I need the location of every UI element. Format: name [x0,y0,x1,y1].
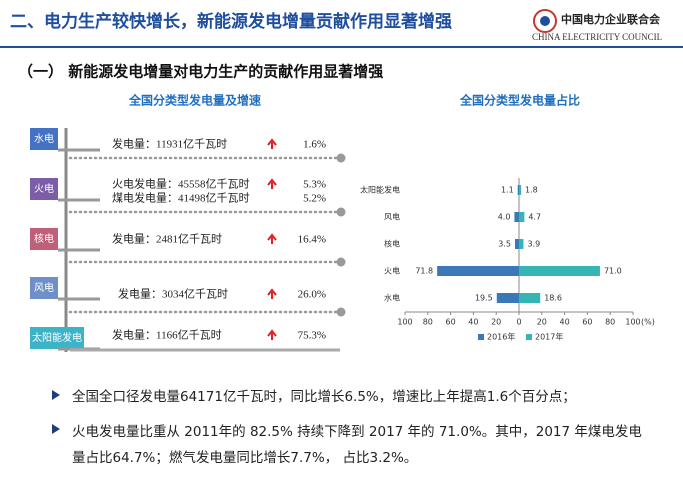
tag-label: 核电 [34,232,54,245]
up-arrow [267,233,277,244]
growth-text: 26.0% [298,289,326,301]
value-label: 4.7 [528,213,541,222]
x-tick-label: 80 [605,318,615,327]
x-unit: (%) [641,318,655,327]
legend-swatch [478,334,484,340]
output-text: 发电量：11931亿千瓦时 [112,137,227,151]
bullet-icon [52,424,60,434]
bar [514,212,519,222]
value-label: 18.6 [544,294,562,303]
tag-label: 风电 [34,281,54,294]
tag-box [30,128,58,150]
tag-label: 火电 [34,182,54,195]
bar [519,212,525,222]
x-tick-label: 20 [491,318,501,327]
bar [519,185,522,195]
x-tick-label: 0 [516,318,521,327]
category-label: 核电 [384,239,400,249]
tag-box [30,277,58,299]
value-label: 1.1 [501,186,514,195]
growth-text: 5.2% [303,193,326,205]
x-tick-label: 60 [582,318,592,327]
bar [519,293,541,303]
legend-label: 2016年 [487,332,515,342]
output-text: 火电发电量：45558亿千瓦时 [112,177,250,191]
bullet: 火电发电量比重从 2011年的 82.5% 持续下降到 2017 年的 71.0… [72,424,642,466]
value-label: 1.8 [525,186,538,195]
tag-box [30,178,58,200]
x-tick-label: 40 [560,318,570,327]
growth-text: 5.3% [303,179,326,191]
category-label: 太阳能发电 [360,185,400,195]
up-arrow [267,288,277,299]
value-label: 19.5 [475,294,493,303]
panel-title: 全国分类型发电量及增速 [128,93,261,108]
logo-core [540,16,550,26]
value-label: 71.8 [415,267,433,276]
slide-title: 二、电力生产较快增长，新能源发电增量贡献作用显著增强 [10,11,452,32]
value-label: 3.5 [498,240,511,249]
output-text: 发电量：2481亿千瓦时 [112,232,222,246]
value-label: 3.9 [527,240,540,249]
divider-end [336,153,346,163]
up-arrow [267,178,277,189]
legend-label: 2017年 [535,332,563,342]
value-label: 4.0 [498,213,511,222]
category-label: 水电 [384,293,400,303]
bar [517,185,519,195]
tag-box [30,228,58,250]
value-label: 71.0 [604,267,622,276]
logo-cn: 中国电力企业联合会 [561,12,661,26]
output-text: 发电量：1166亿千瓦时 [112,328,222,342]
x-tick-label: 80 [423,318,433,327]
growth-text: 75.3% [298,330,326,342]
chart-title: 全国分类型发电量占比 [459,93,580,108]
section-title: （一） 新能源发电增量对电力生产的贡献作用显著增强 [18,63,383,81]
x-tick-label: 60 [446,318,456,327]
bar [515,239,519,249]
bar [437,266,519,276]
logo-ring [533,9,557,33]
growth-text: 16.4% [298,234,326,246]
category-label: 风电 [384,212,400,222]
growth-text: 1.6% [303,139,326,151]
bar [496,293,519,303]
divider-end [336,207,346,217]
up-arrow [267,329,277,340]
output-text: 煤电发电量：41498亿千瓦时 [112,191,250,205]
bar [519,239,524,249]
x-tick-label: 20 [537,318,547,327]
x-tick-label: 100 [397,318,412,327]
up-arrow [267,138,277,149]
category-label: 火电 [384,266,400,276]
tag-box [30,327,84,349]
divider-end [336,257,346,267]
x-tick-label: 100 [625,318,640,327]
bullet-icon [52,390,60,400]
bullet: 全国全口径发电量64171亿千瓦时，同比增长6.5%，增速比上年提高1.6个百分… [72,389,576,405]
tag-label: 太阳能发电 [32,331,82,344]
x-tick-label: 40 [468,318,478,327]
logo-en: CHINA ELECTRICITY COUNCIL [532,32,662,42]
bar [519,266,600,276]
output-text: 发电量：3034亿千瓦时 [118,287,228,301]
divider-end [336,307,346,317]
legend-swatch [526,334,532,340]
tag-label: 水电 [34,132,54,145]
